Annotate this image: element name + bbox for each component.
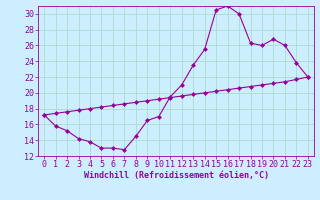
X-axis label: Windchill (Refroidissement éolien,°C): Windchill (Refroidissement éolien,°C) xyxy=(84,171,268,180)
